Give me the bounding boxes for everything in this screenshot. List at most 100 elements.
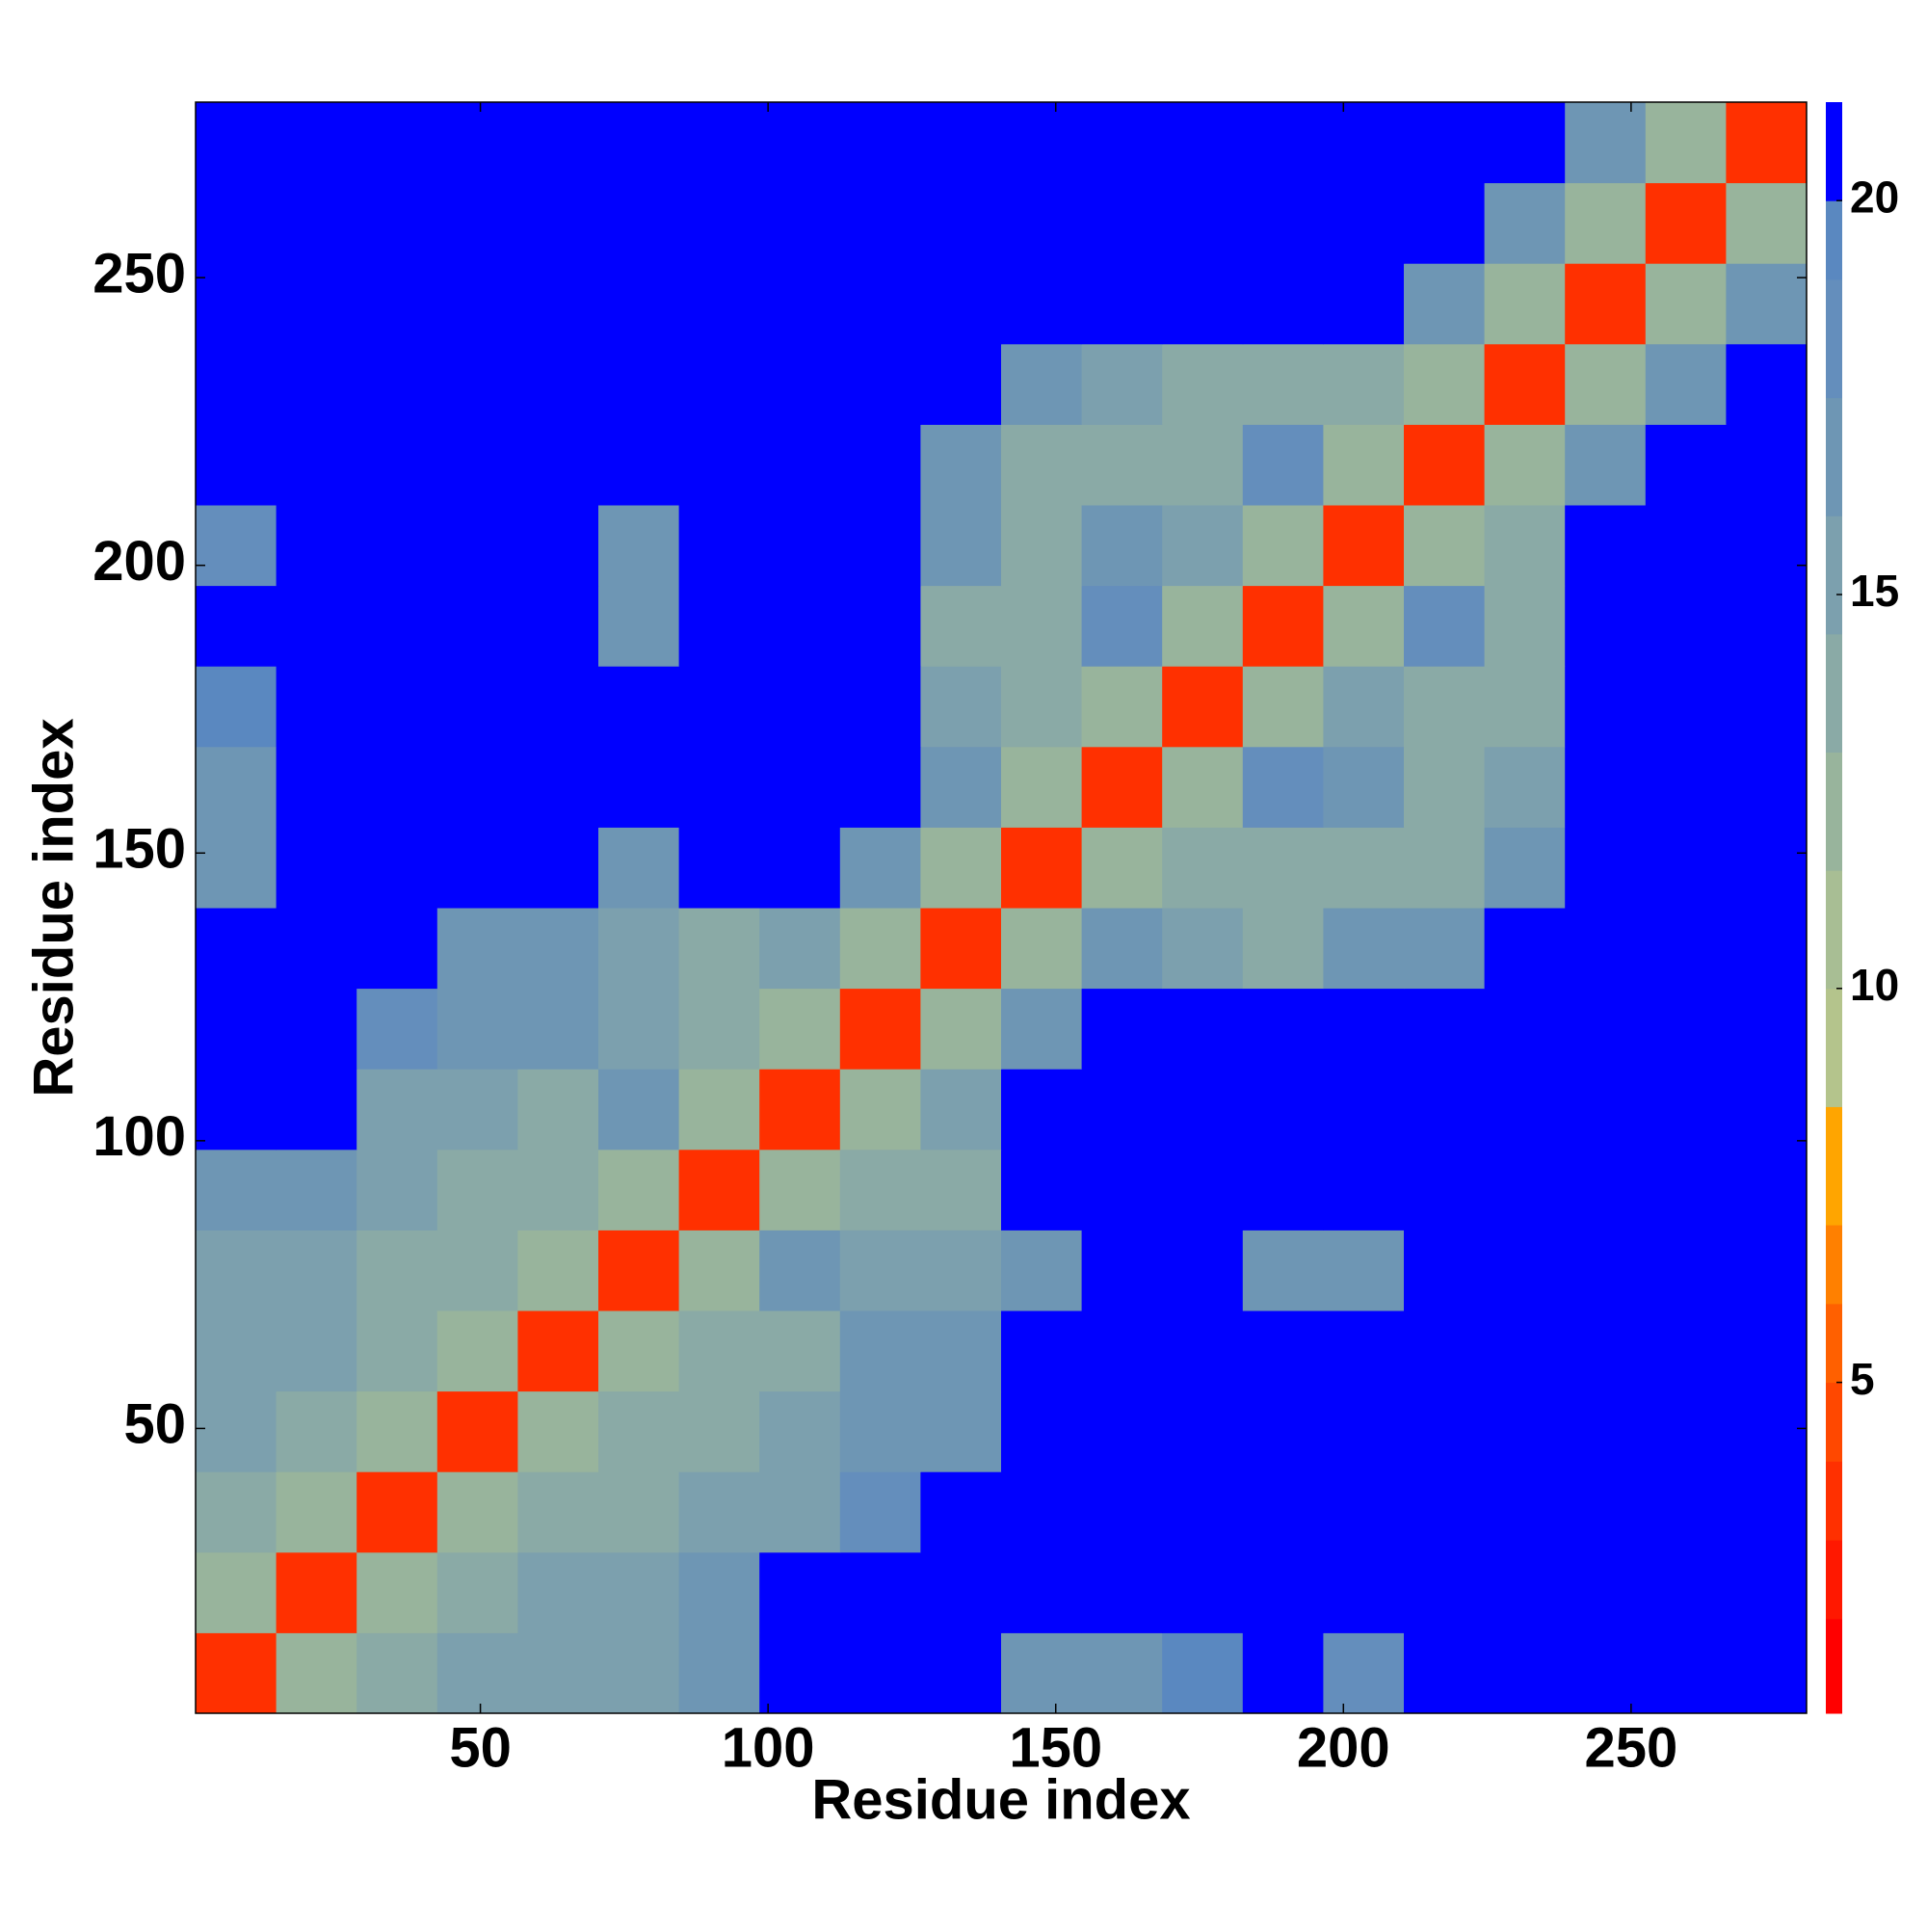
heatmap-cell	[196, 1310, 277, 1392]
heatmap-cell	[839, 1390, 921, 1472]
heatmap-cell	[678, 424, 760, 506]
heatmap-cell	[1726, 424, 1808, 506]
heatmap-cell	[598, 666, 680, 748]
heatmap-cell	[759, 827, 841, 909]
heatmap-cell	[759, 1632, 841, 1714]
heatmap-cell	[436, 1471, 518, 1553]
heatmap-cell	[1404, 1230, 1486, 1311]
heatmap-cell	[920, 827, 1002, 909]
heatmap-cell	[1645, 505, 1727, 587]
heatmap-cell	[759, 908, 841, 990]
heatmap-cell	[678, 1632, 760, 1714]
heatmap-cell	[1242, 666, 1324, 748]
heatmap-cell	[1645, 1390, 1727, 1472]
heatmap-cell	[1726, 1310, 1808, 1392]
heatmap-cell	[598, 1551, 680, 1633]
heatmap-cell	[1242, 505, 1324, 587]
heatmap-cell	[759, 102, 841, 184]
heatmap-cell	[1726, 1149, 1808, 1231]
heatmap-cell	[517, 102, 599, 184]
heatmap-cell	[920, 505, 1002, 587]
heatmap-cell	[1001, 666, 1083, 748]
heatmap-cell	[839, 505, 921, 587]
heatmap-cell	[517, 1230, 599, 1311]
heatmap-cell	[356, 424, 438, 506]
heatmap-cell	[1162, 424, 1244, 506]
heatmap-cell	[196, 666, 277, 748]
heatmap-cell	[1162, 1632, 1244, 1714]
heatmap-cell	[356, 746, 438, 828]
heatmap-cell	[1484, 585, 1566, 667]
heatmap-cell	[1404, 343, 1486, 425]
colorbar-tick-label: 20	[1850, 172, 1899, 222]
heatmap-cell	[436, 1310, 518, 1392]
colorbar-band	[1826, 870, 1842, 990]
heatmap-cell	[1323, 182, 1405, 264]
heatmap-cell	[1726, 182, 1808, 264]
heatmap-cell	[1565, 263, 1647, 345]
heatmap-cell	[920, 182, 1002, 264]
heatmap-cell	[276, 102, 357, 184]
heatmap-cell	[1565, 1471, 1647, 1553]
heatmap-cell	[1484, 908, 1566, 990]
heatmap-cell	[1162, 585, 1244, 667]
y-tick-label: 100	[92, 1105, 186, 1168]
heatmap-cell	[196, 1632, 277, 1714]
heatmap-cell	[920, 102, 1002, 184]
heatmap-cell	[1323, 1230, 1405, 1311]
heatmap-cell	[1162, 505, 1244, 587]
heatmap-cell	[1162, 908, 1244, 990]
heatmap-cell	[759, 343, 841, 425]
heatmap-cell	[276, 1310, 357, 1392]
heatmap-cell	[196, 343, 277, 425]
heatmap-cell	[1323, 424, 1405, 506]
heatmap-cell	[1242, 1069, 1324, 1151]
heatmap-cell	[1001, 1471, 1083, 1553]
heatmap-cell	[1162, 102, 1244, 184]
heatmap-cell	[1645, 1310, 1727, 1392]
heatmap-cell	[1242, 1390, 1324, 1472]
heatmap-cell	[1323, 1551, 1405, 1633]
colorbar-band	[1826, 1618, 1842, 1714]
heatmap-cell	[759, 505, 841, 587]
heatmap-cell	[920, 1310, 1002, 1392]
heatmap-cell	[1081, 182, 1163, 264]
colorbar-band	[1826, 633, 1842, 754]
heatmap-cell	[436, 1069, 518, 1151]
heatmap-cell	[1001, 988, 1083, 1070]
heatmap-cell	[598, 827, 680, 909]
heatmap-cell	[839, 666, 921, 748]
heatmap-cell	[356, 182, 438, 264]
heatmap-cell	[1081, 1149, 1163, 1231]
heatmap-cell	[1162, 263, 1244, 345]
heatmap-cell	[1645, 1149, 1727, 1231]
heatmap-cell	[517, 908, 599, 990]
heatmap-cell	[1001, 746, 1083, 828]
heatmap-cell	[920, 1471, 1002, 1553]
heatmap-cell	[276, 1069, 357, 1151]
heatmap-cell	[1081, 102, 1163, 184]
heatmap-cell	[517, 1632, 599, 1714]
heatmap-cell	[196, 1149, 277, 1231]
heatmap-cell	[1404, 1390, 1486, 1472]
heatmap-cell	[1484, 343, 1566, 425]
heatmap-cell	[517, 1390, 599, 1472]
heatmap-cell	[1565, 746, 1647, 828]
colorbar-band	[1826, 1461, 1842, 1541]
heatmap-cell	[678, 343, 760, 425]
heatmap-cell	[276, 908, 357, 990]
heatmap-cell	[1726, 1230, 1808, 1311]
heatmap-cell	[1081, 343, 1163, 425]
heatmap-cell	[1242, 1632, 1324, 1714]
heatmap-cell	[1645, 666, 1727, 748]
heatmap-cell	[196, 182, 277, 264]
colorbar-tick-label: 15	[1850, 566, 1899, 616]
heatmap-cell	[1404, 424, 1486, 506]
heatmap-cell	[598, 746, 680, 828]
heatmap-cell	[356, 1310, 438, 1392]
x-tick-label: 150	[1009, 1716, 1102, 1779]
heatmap-cell	[1404, 1149, 1486, 1231]
heatmap-cell	[1484, 263, 1566, 345]
heatmap-cell	[1323, 1069, 1405, 1151]
